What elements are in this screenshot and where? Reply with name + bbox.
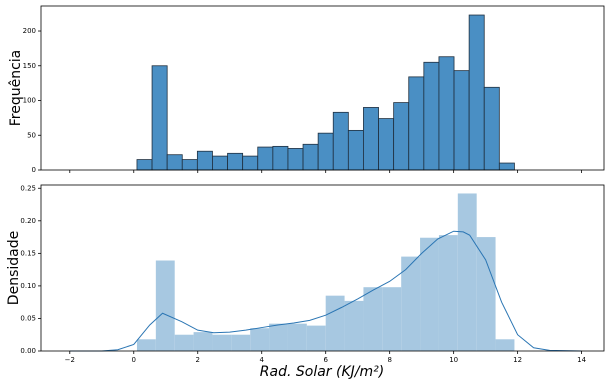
bar — [174, 334, 194, 351]
y-axis-label: Densidade — [6, 231, 22, 305]
bar — [272, 145, 289, 171]
bar — [438, 56, 455, 171]
bar — [287, 323, 307, 351]
x-tick-label: 4 — [259, 356, 264, 364]
bar — [378, 118, 395, 171]
x-tick-label: 8 — [387, 356, 391, 364]
bar — [193, 332, 213, 351]
bar — [136, 339, 156, 351]
bar — [151, 65, 168, 171]
bar — [317, 132, 334, 171]
x-tick-label: 6 — [323, 356, 328, 364]
y-tick-label: 0 — [32, 166, 36, 174]
bar — [495, 339, 515, 351]
bar — [287, 148, 304, 171]
bar — [302, 143, 319, 171]
bar — [393, 102, 410, 171]
plot-frame — [40, 5, 605, 171]
bar — [136, 159, 153, 171]
bar — [212, 155, 228, 171]
x-tick-label: 10 — [449, 356, 458, 364]
y-tick-label: 150 — [23, 62, 36, 70]
y-axis-label: Frequência — [8, 50, 24, 127]
x-tick-label: 2 — [196, 356, 200, 364]
y-tick-label: 0.15 — [20, 249, 36, 257]
x-tick-label: 14 — [577, 356, 586, 364]
bar — [457, 193, 477, 351]
bar — [347, 129, 364, 171]
bar — [269, 323, 288, 351]
bar — [332, 111, 349, 171]
bar — [242, 155, 259, 171]
plot-frame — [40, 184, 605, 352]
bar — [468, 14, 485, 171]
y-tick-label: 50 — [27, 131, 36, 139]
x-tick-label: 0 — [132, 356, 136, 364]
y-tick-label: 0.10 — [20, 282, 36, 290]
bar — [363, 107, 379, 171]
x-tick-label: −2 — [65, 356, 75, 364]
y-tick-label: 0.25 — [20, 184, 36, 192]
bar — [401, 256, 421, 351]
bar — [257, 146, 274, 171]
bar — [420, 237, 439, 351]
y-tick-label: 0.05 — [20, 314, 36, 322]
bar — [453, 70, 470, 171]
bar — [166, 154, 183, 171]
bar — [438, 235, 458, 351]
bar — [212, 334, 232, 351]
y-tick-label: 0.20 — [20, 217, 36, 225]
bar — [498, 162, 515, 171]
x-tick-label: 12 — [513, 356, 522, 364]
bar — [476, 237, 496, 351]
bar — [196, 150, 213, 171]
bar — [423, 61, 440, 171]
x-axis-label: Rad. Solar (KJ/m²) — [260, 364, 384, 380]
bar — [344, 300, 364, 351]
y-tick-label: 100 — [23, 97, 36, 105]
bar — [250, 328, 270, 351]
kde-line — [69, 230, 582, 352]
bar — [382, 287, 402, 351]
bar — [306, 325, 326, 351]
bar — [231, 334, 251, 351]
bar — [483, 86, 500, 171]
bar — [181, 159, 198, 171]
bar — [227, 152, 244, 171]
bar — [155, 260, 175, 351]
y-tick-label: 0.00 — [20, 347, 36, 355]
y-tick-label: 200 — [23, 27, 36, 35]
bar — [363, 287, 383, 351]
bar — [325, 295, 345, 351]
bar — [408, 76, 425, 171]
